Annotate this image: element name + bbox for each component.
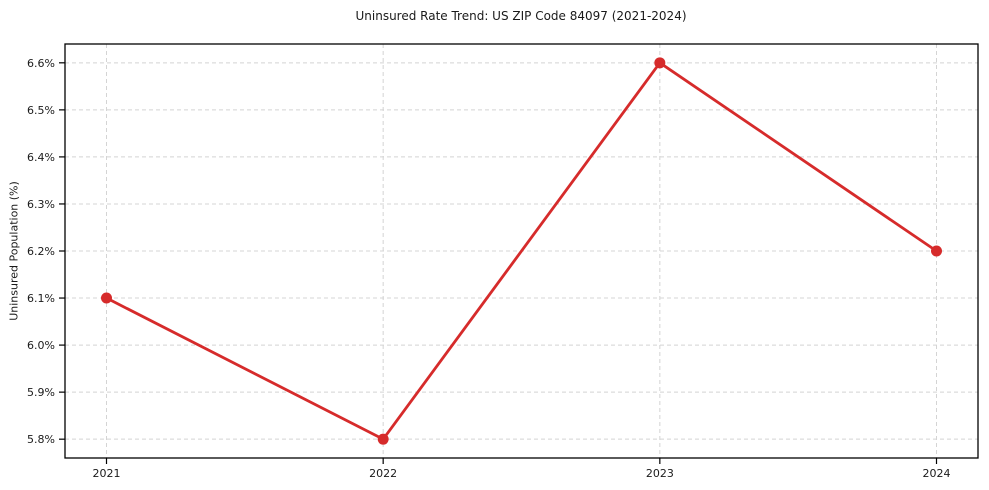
x-tick-label: 2021	[93, 467, 121, 480]
x-tick-label: 2024	[923, 467, 951, 480]
y-tick-label: 6.5%	[27, 104, 55, 117]
y-tick-label: 6.2%	[27, 245, 55, 258]
data-point-marker	[931, 245, 942, 257]
data-point-marker	[101, 292, 112, 304]
y-tick-label: 5.8%	[27, 433, 55, 446]
y-tick-label: 6.6%	[27, 57, 55, 70]
y-tick-label: 5.9%	[27, 386, 55, 399]
x-tick-label: 2022	[369, 467, 397, 480]
trend-line	[105, 61, 938, 441]
data-point-marker	[654, 57, 666, 69]
y-tick-label: 6.4%	[27, 151, 55, 164]
x-tick-label: 2023	[646, 467, 674, 480]
chart-title: Uninsured Rate Trend: US ZIP Code 84097 …	[355, 9, 687, 23]
data-point-marker	[377, 433, 389, 445]
plot-frame	[64, 43, 979, 459]
y-tick-label: 6.1%	[27, 292, 55, 305]
y-tick-label: 6.3%	[27, 198, 55, 211]
y-tick-label: 6.0%	[27, 339, 55, 352]
